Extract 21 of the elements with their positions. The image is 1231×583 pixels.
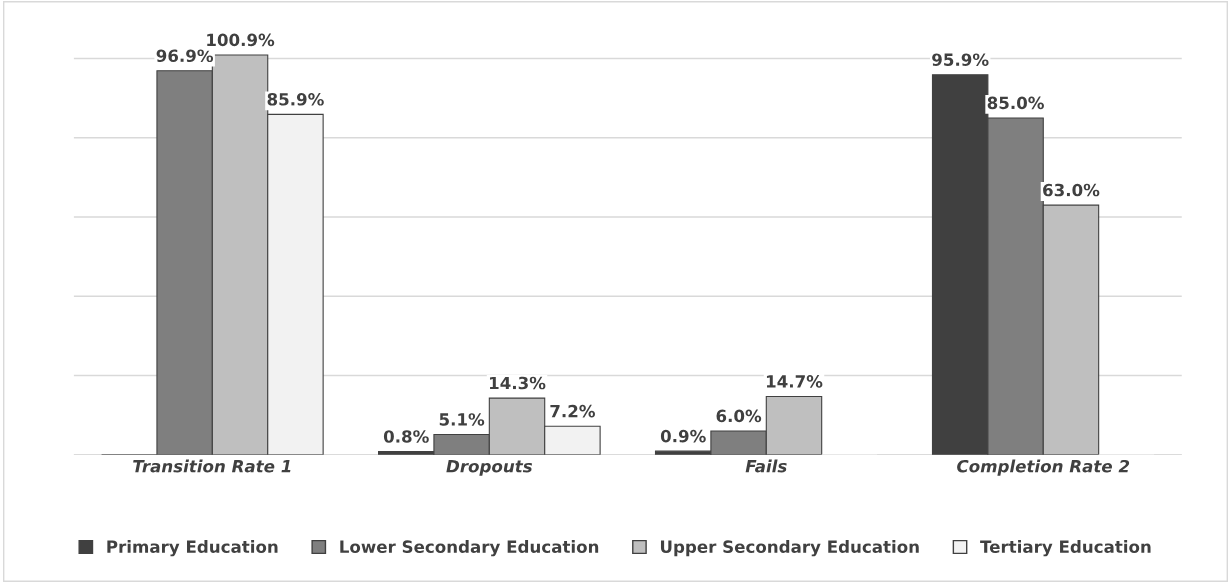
data-label: 96.9% (156, 49, 214, 63)
x-tick-label: Transition Rate 1 (133, 459, 291, 473)
data-label: 7.2% (550, 404, 595, 418)
data-label: 95.9% (932, 53, 989, 66)
data-label: 6.0% (716, 409, 762, 423)
legend-label: Upper Secondary Education (660, 540, 919, 557)
data-label: 85.9% (267, 93, 324, 106)
data-label: 5.1% (439, 413, 485, 426)
data-label: 100.9% (207, 33, 275, 47)
data-label: 14.7% (766, 375, 823, 388)
legend-label: Tertiary Education (980, 540, 1151, 557)
data-label: 14.3% (489, 376, 546, 390)
data-label: 63.0% (1043, 183, 1100, 197)
data-label: 0.8% (383, 430, 429, 443)
legend-label: Primary Education (107, 540, 278, 557)
data-label: 0.9% (660, 429, 706, 443)
data-label: 85.0% (987, 96, 1044, 110)
x-tick-label: Dropouts (446, 460, 533, 476)
x-tick-label: Fails (745, 459, 787, 473)
x-tick-label: Completion Rate 2 (957, 459, 1130, 476)
legend-label: Lower Secondary Education (340, 540, 599, 557)
